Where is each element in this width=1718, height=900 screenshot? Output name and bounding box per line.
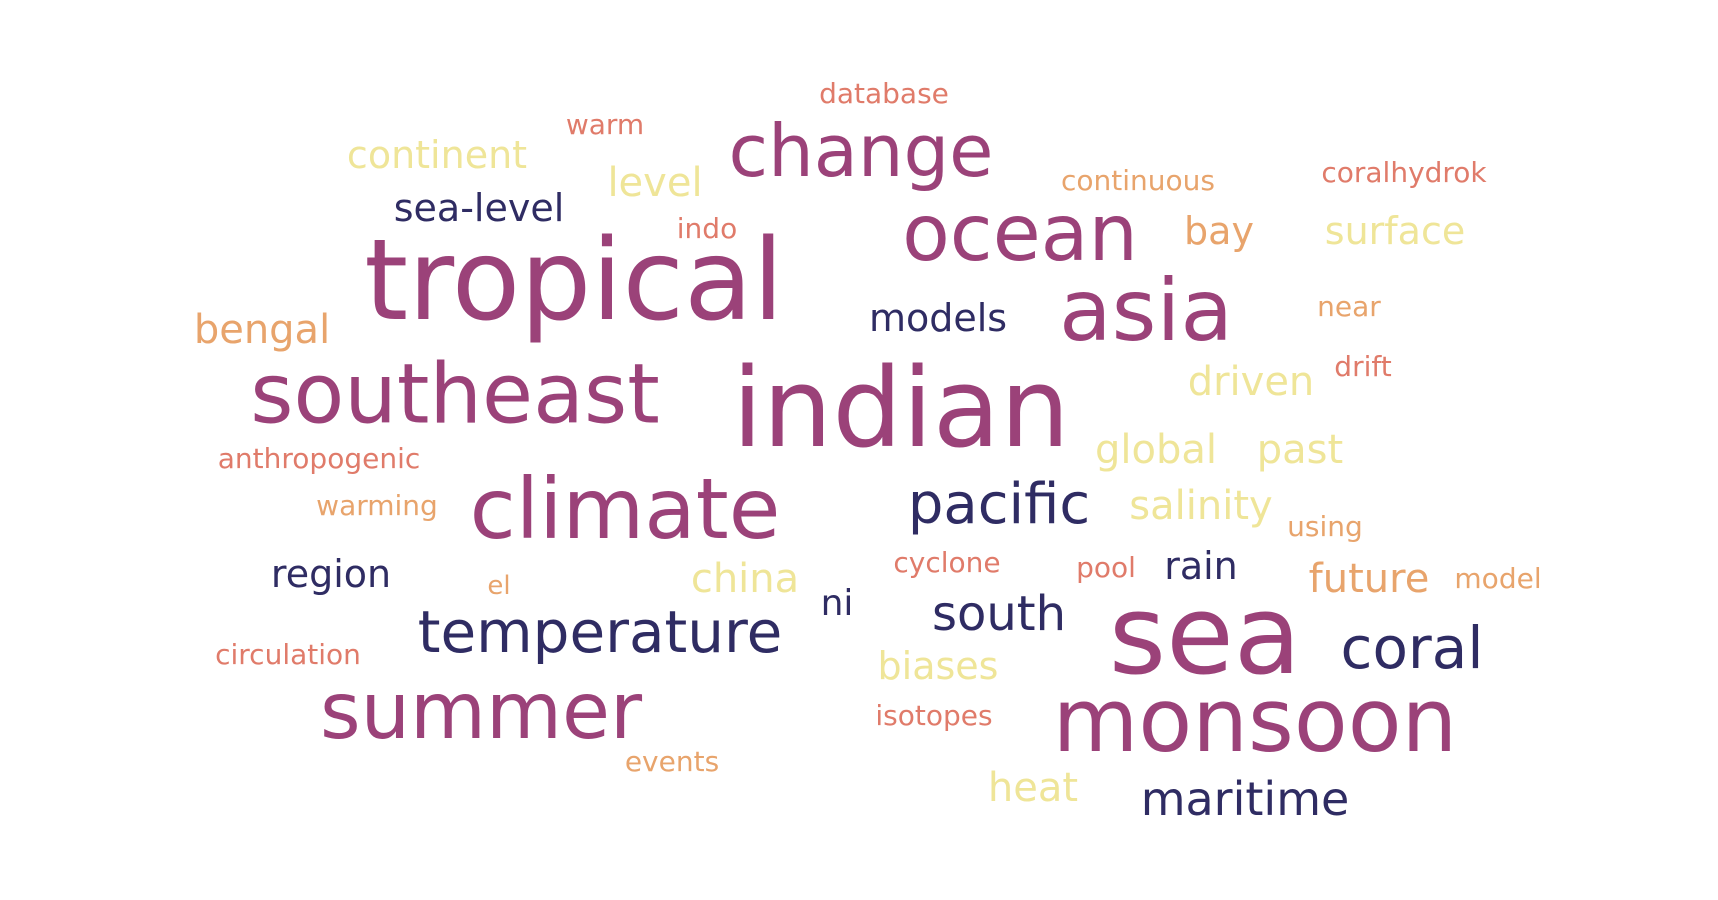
word-using: using	[1287, 510, 1363, 543]
word-pool: pool	[1076, 551, 1136, 584]
word-drift: drift	[1334, 350, 1392, 383]
word-warm: warm	[565, 108, 645, 141]
word-southeast: southeast	[250, 345, 660, 443]
word-anthropogenic: anthropogenic	[217, 442, 421, 475]
word-model: model	[1454, 562, 1542, 595]
word-china: china	[690, 556, 800, 602]
word-south: south	[931, 586, 1067, 642]
word-monsoon: monsoon	[1052, 669, 1458, 772]
word-el: el	[487, 571, 511, 601]
word-global: global	[1095, 427, 1217, 473]
word-database: database	[819, 77, 949, 110]
word-past: past	[1256, 427, 1344, 473]
word-indian: indian	[732, 344, 1070, 472]
word-ni: ni	[820, 583, 854, 624]
word-region: region	[270, 552, 392, 596]
word-heat: heat	[987, 765, 1079, 811]
word-sea: sea	[1108, 571, 1302, 699]
word-pacific: pacific	[907, 472, 1091, 537]
word-continent: continent	[346, 133, 528, 177]
word-coralhydrok: coralhydrok	[1321, 156, 1487, 189]
word-cyclone: cyclone	[893, 546, 1001, 579]
word-rain: rain	[1164, 544, 1238, 588]
word-maritime: maritime	[1140, 772, 1350, 826]
word-future: future	[1308, 556, 1430, 602]
word-events: events	[624, 745, 720, 778]
word-sea-level: sea-level	[393, 186, 565, 230]
word-bay: bay	[1184, 209, 1254, 253]
word-circulation: circulation	[215, 638, 361, 671]
word-change: change	[728, 109, 994, 193]
word-coral: coral	[1340, 614, 1484, 682]
word-tropical: tropical	[364, 216, 784, 346]
word-salinity: salinity	[1129, 483, 1273, 529]
word-models: models	[868, 296, 1008, 340]
word-summer: summer	[319, 667, 643, 757]
word-near: near	[1317, 290, 1381, 323]
word-level: level	[607, 160, 703, 206]
word-climate: climate	[469, 460, 781, 558]
word-warming: warming	[316, 489, 438, 522]
word-continuous: continuous	[1061, 164, 1215, 197]
word-indo: indo	[676, 212, 738, 245]
word-surface: surface	[1324, 209, 1466, 253]
word-driven: driven	[1187, 359, 1315, 405]
word-isotopes: isotopes	[875, 699, 993, 732]
word-ocean: ocean	[902, 189, 1138, 279]
word-temperature: temperature	[417, 598, 783, 666]
word-asia: asia	[1058, 261, 1234, 361]
word-biases: biases	[877, 644, 999, 688]
word-bengal: bengal	[193, 307, 331, 353]
